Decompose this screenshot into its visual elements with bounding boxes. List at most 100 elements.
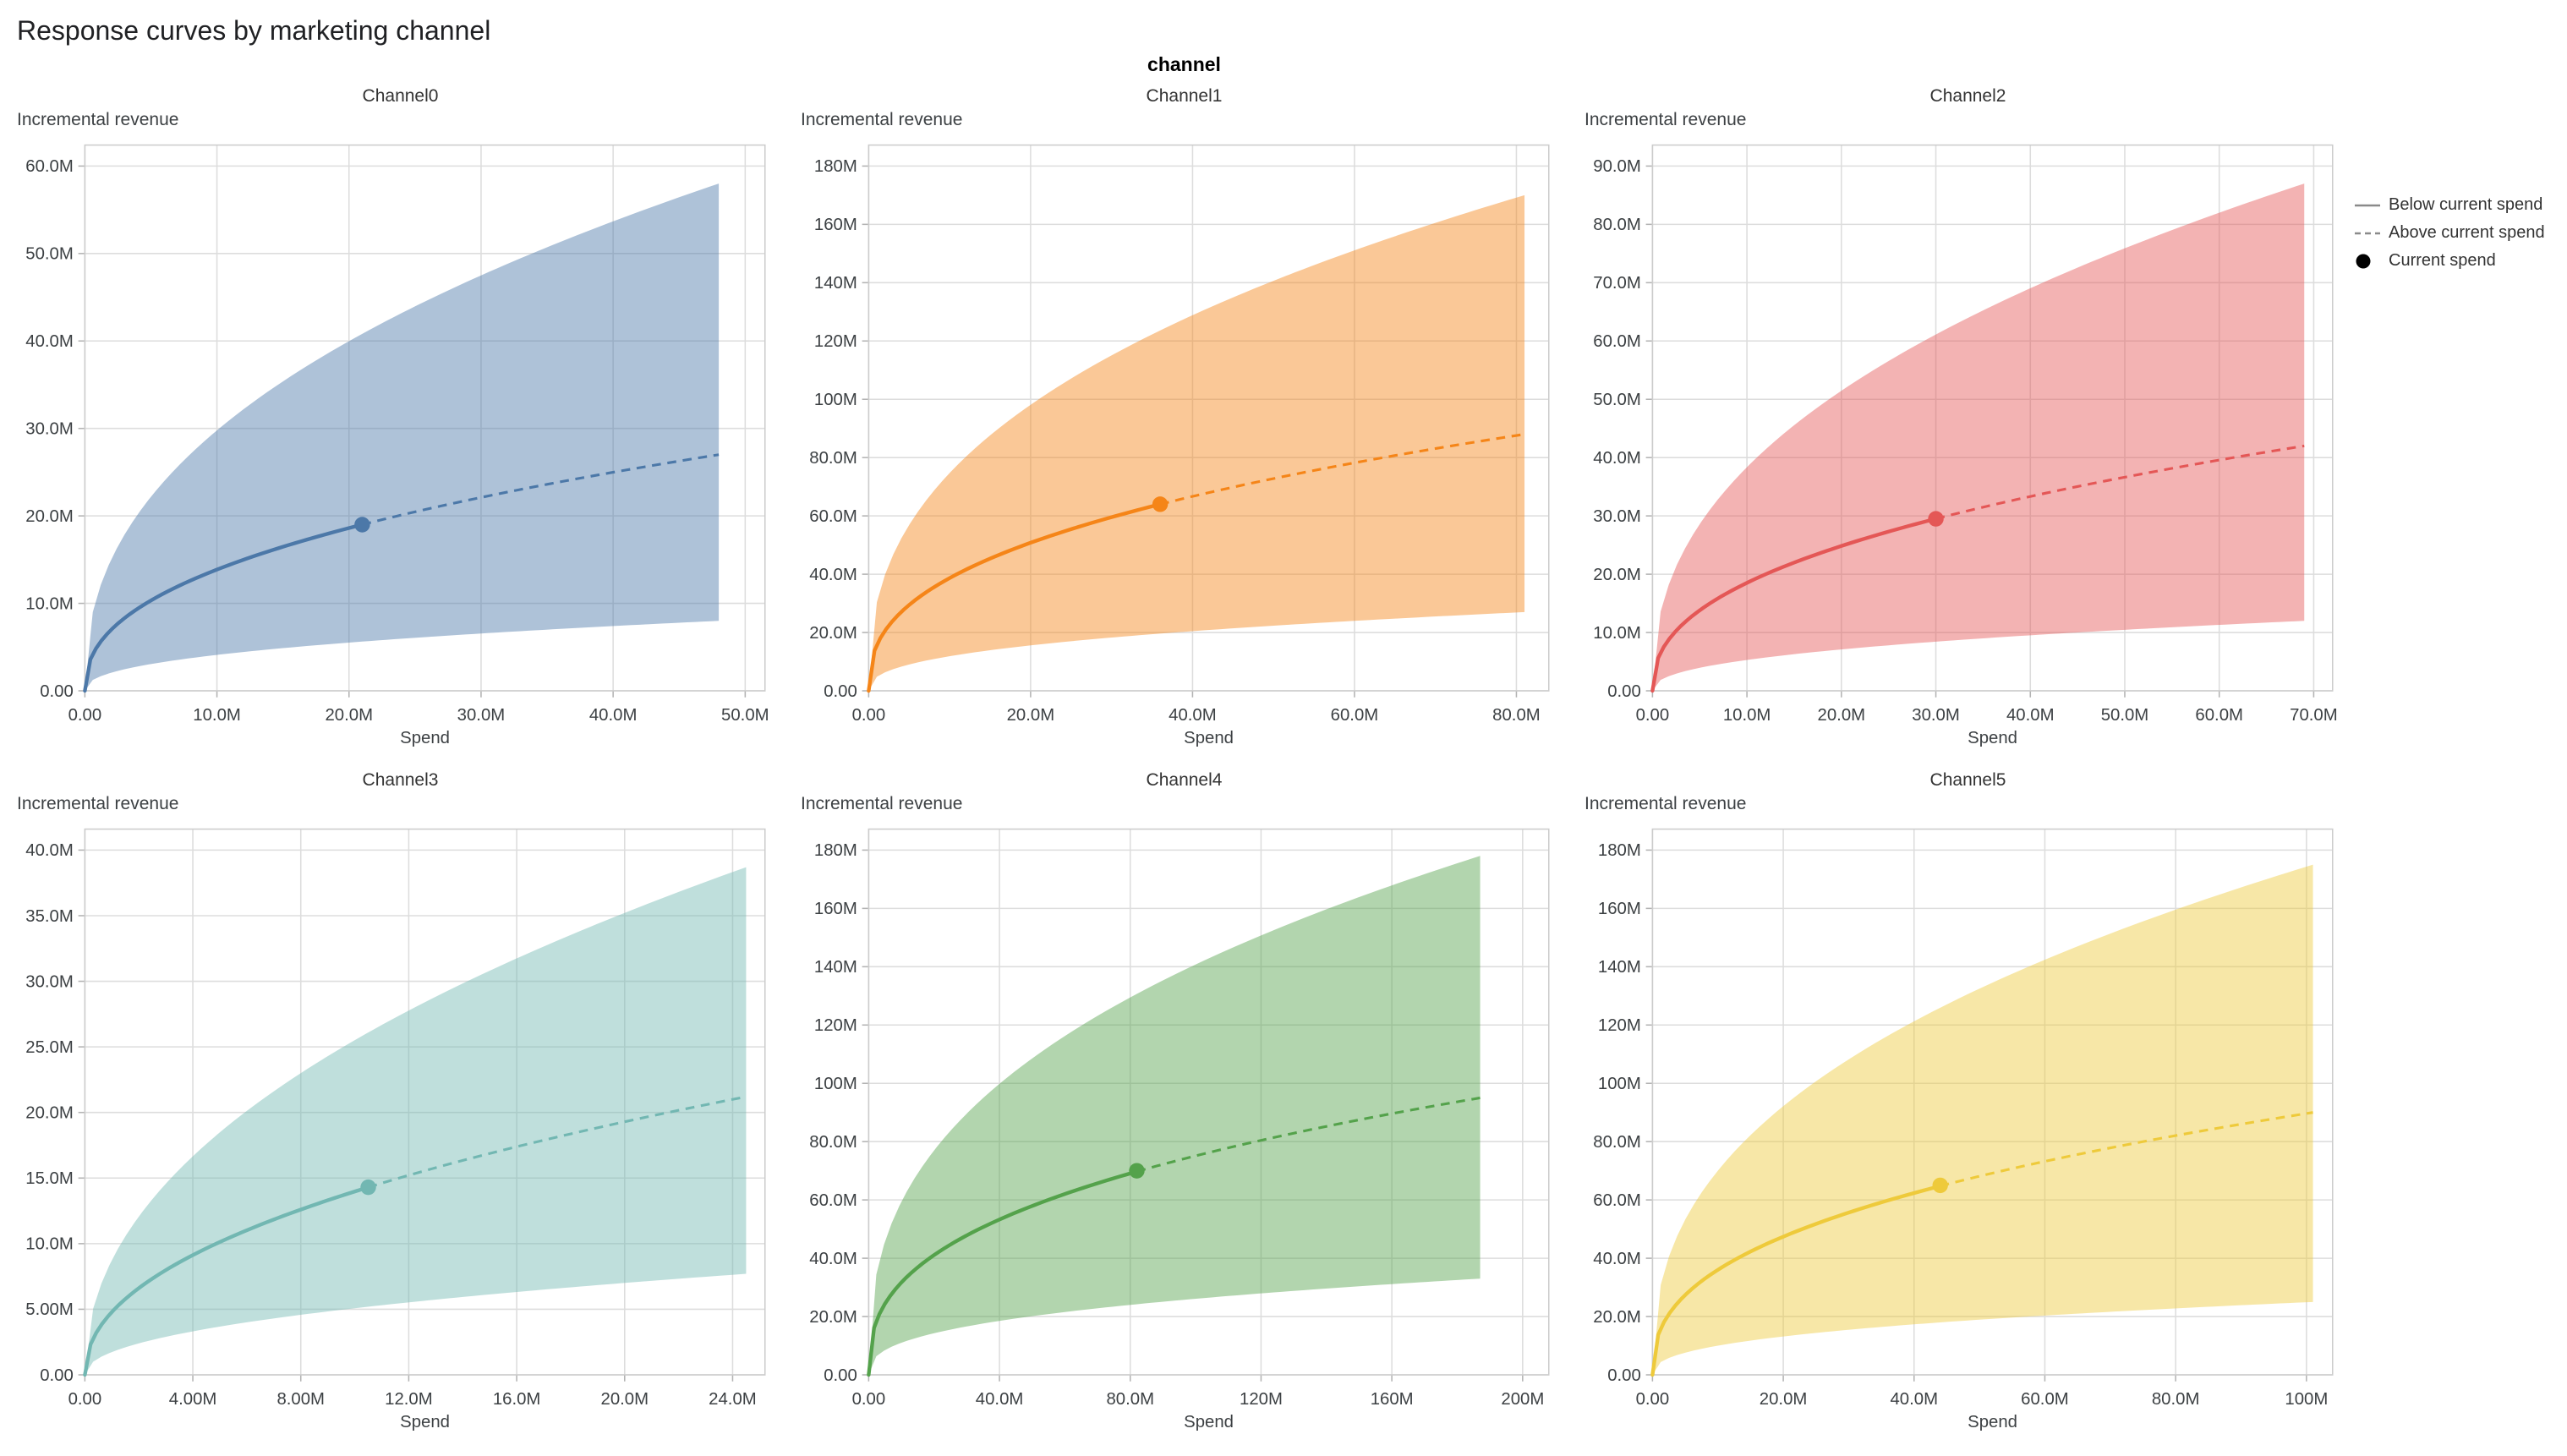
page-title: Response curves by marketing channel	[17, 15, 491, 46]
y-axis-title: Incremental revenue	[1585, 110, 1747, 129]
confidence-band	[85, 867, 747, 1375]
x-tick-label: 80.0M	[1106, 1389, 1154, 1408]
y-tick-label: 100M	[814, 391, 857, 409]
y-tick-label: 0.00	[824, 1366, 857, 1384]
y-tick-label: 20.0M	[809, 1307, 857, 1326]
x-tick-label: 70.0M	[2290, 706, 2338, 725]
chart-title: Channel1	[1146, 86, 1223, 106]
plot-border	[868, 144, 1550, 692]
y-tick-label: 80.0M	[1593, 1133, 1641, 1152]
confidence-band	[85, 183, 720, 692]
y-tick-label: 0.00	[40, 682, 74, 701]
y-tick-label: 180M	[814, 157, 857, 176]
charts-grid: Channel0 Incremental revenue 0.00 10.0M 20…	[15, 81, 2353, 1440]
y-tick-label: 10.0M	[25, 594, 74, 613]
x-tick-label: 40.0M	[1169, 706, 1217, 725]
y-tick-label: 20.0M	[25, 1103, 74, 1122]
x-tick-label: 160M	[1371, 1389, 1414, 1408]
confidence-band	[868, 855, 1481, 1375]
y-axis-title: Incremental revenue	[17, 110, 179, 129]
y-tick-label: 90.0M	[1593, 157, 1641, 176]
content: channel Channel0 Incremental revenue 0.0…	[15, 52, 2552, 1440]
x-axis-title: Spend	[1184, 729, 1234, 747]
y-tick-label: 40.0M	[1593, 449, 1641, 468]
x-axis-title: Spend	[400, 1413, 450, 1431]
y-tick-label: 25.0M	[25, 1037, 74, 1056]
x-tick-label: 0.00	[1636, 706, 1670, 725]
above-current-spend-line	[368, 1095, 747, 1189]
x-tick-label: 12.0M	[385, 1389, 433, 1408]
below-current-spend-line	[867, 1169, 1139, 1377]
charts-column: channel Channel0 Incremental revenue 0.0…	[15, 52, 2353, 1440]
y-tick-label: 0.00	[1607, 1366, 1641, 1384]
x-tick-label: 80.0M	[1492, 706, 1541, 725]
current-spend-dot	[1932, 1177, 1948, 1193]
x-tick-label: 10.0M	[193, 706, 241, 725]
x-axis-title: Spend	[1968, 1413, 2017, 1431]
y-tick-label: 10.0M	[1593, 624, 1641, 643]
x-tick-label: 30.0M	[457, 706, 506, 725]
facet-field-label: channel	[1147, 53, 1221, 75]
plot-border	[1651, 144, 2334, 692]
plot-border	[868, 828, 1550, 1376]
current-spend-dot	[1928, 511, 1944, 527]
y-tick-label: 0.00	[824, 682, 857, 701]
y-tick-label: 5.00M	[25, 1300, 74, 1319]
x-tick-label: 60.0M	[2195, 706, 2243, 725]
y-tick-label: 30.0M	[1593, 507, 1641, 526]
x-tick-label: 20.0M	[1818, 706, 1866, 725]
y-axis-title: Incremental revenue	[801, 793, 963, 813]
legend-label: Below current spend	[2389, 195, 2543, 214]
response-curve-chart: Channel1 Incremental revenue 0.00 20.0M 40…	[799, 81, 1569, 757]
y-tick-label: 80.0M	[809, 449, 857, 468]
y-tick-label: 0.00	[40, 1366, 74, 1384]
x-tick-label: 200M	[1501, 1389, 1544, 1408]
chart-title: Channel2	[1929, 86, 2006, 106]
chart-title: Channel4	[1146, 769, 1223, 790]
current-spend-dot	[1152, 496, 1169, 512]
x-tick-label: 16.0M	[493, 1389, 541, 1408]
current-spend-dot	[354, 517, 370, 533]
y-tick-label: 30.0M	[25, 972, 74, 991]
plot-border	[84, 144, 766, 692]
y-tick-label: 15.0M	[25, 1169, 74, 1188]
chart-title: Channel3	[362, 769, 439, 790]
x-tick-label: 80.0M	[2152, 1389, 2200, 1408]
y-tick-label: 20.0M	[1593, 566, 1641, 584]
y-tick-label: 80.0M	[809, 1133, 857, 1152]
y-tick-label: 60.0M	[809, 1191, 857, 1209]
y-tick-label: 40.0M	[25, 841, 74, 860]
x-tick-label: 60.0M	[2021, 1389, 2069, 1408]
response-curve-chart: Channel4 Incremental revenue 0.00 20.0M 40…	[799, 765, 1569, 1441]
below-current-spend-line	[83, 1185, 370, 1377]
x-axis-title: Spend	[1968, 729, 2017, 747]
y-tick-label: 160M	[814, 900, 857, 918]
x-tick-label: 40.0M	[589, 706, 638, 725]
solid-line-icon	[2355, 204, 2380, 206]
x-tick-label: 30.0M	[1912, 706, 1960, 725]
current-spend-dot-icon	[2356, 254, 2371, 268]
y-tick-label: 100M	[1598, 1075, 1641, 1093]
x-tick-label: 10.0M	[1723, 706, 1771, 725]
above-current-spend-line	[362, 453, 720, 526]
x-tick-label: 8.00M	[276, 1389, 325, 1408]
y-tick-label: 20.0M	[25, 507, 74, 526]
y-tick-label: 50.0M	[1593, 391, 1641, 409]
legend-item-current-spend: Current spend	[2353, 251, 2552, 271]
y-tick-label: 40.0M	[809, 566, 857, 584]
x-tick-label: 40.0M	[976, 1389, 1024, 1408]
y-tick-label: 120M	[814, 1016, 857, 1035]
legend-label: Current spend	[2389, 251, 2496, 270]
current-spend-dot	[1129, 1163, 1145, 1179]
chart-title: Channel0	[362, 86, 439, 106]
x-tick-label: 0.00	[1636, 1389, 1670, 1408]
x-tick-label: 24.0M	[709, 1389, 757, 1408]
below-current-spend-line	[1650, 1184, 1942, 1377]
y-tick-label: 160M	[1598, 900, 1641, 918]
y-tick-label: 60.0M	[1593, 332, 1641, 351]
x-tick-label: 4.00M	[169, 1389, 217, 1408]
y-tick-label: 140M	[1598, 958, 1641, 977]
chart-plot: 0.00 20.0M 40.0M 60.0M 80.0M 100M 120M 140M 160M…	[809, 828, 1550, 1431]
chart-title: Channel5	[1929, 769, 2006, 790]
y-tick-label: 80.0M	[1593, 216, 1641, 234]
